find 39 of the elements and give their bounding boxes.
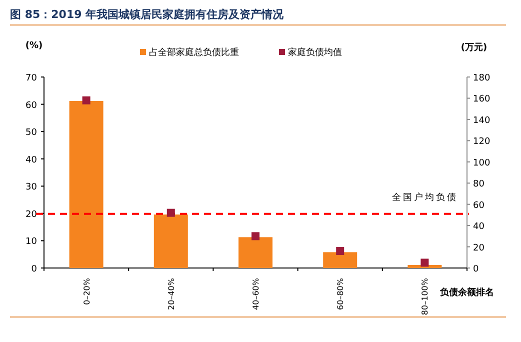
bar xyxy=(323,252,358,268)
x-tick-label: 0–20% xyxy=(82,278,92,305)
y2-axis-title: (万元) xyxy=(460,42,488,53)
y-tick-label: 70 xyxy=(26,74,38,84)
point xyxy=(336,247,344,256)
y2-tick-label: 40 xyxy=(473,222,485,232)
x-tick-label: 40–60% xyxy=(252,278,260,310)
x-axis-title: 负债余额排名 xyxy=(439,287,494,298)
x-tick-label: 80–100% xyxy=(420,278,430,316)
y-tick-label: 50 xyxy=(26,128,38,138)
point xyxy=(420,258,429,267)
x-tick-label: 20–40% xyxy=(166,278,176,310)
point xyxy=(252,232,260,240)
y-tick-label: 10 xyxy=(26,237,38,248)
point xyxy=(166,208,175,217)
y-tick-label: 40 xyxy=(26,155,38,166)
y-tick-label: 30 xyxy=(26,182,38,193)
y2-tick-label: 160 xyxy=(473,94,490,105)
y2-tick-label: 100 xyxy=(473,158,490,168)
bar xyxy=(69,101,104,268)
y2-tick-label: 140 xyxy=(473,116,490,126)
bar xyxy=(154,214,188,268)
bar xyxy=(238,237,272,268)
chart-title: 图 85：2019 年我国城镇居民家庭拥有住房及资产情况 xyxy=(10,8,285,21)
y-tick-label: 20 xyxy=(26,210,38,220)
ref-line-label: 全国户均负债 xyxy=(392,192,458,203)
y2-tick-label: 80 xyxy=(473,180,485,190)
y-axis-title: (%) xyxy=(25,41,43,51)
y2-tick-label: 60 xyxy=(473,200,485,211)
legend-label: 家庭负债均值 xyxy=(288,47,342,58)
point xyxy=(82,96,90,104)
y-tick-label: 60 xyxy=(26,100,38,111)
y2-tick-label: 120 xyxy=(473,137,490,148)
legend-label: 占全部家庭总负债比重 xyxy=(149,47,239,58)
x-tick-label: 60–80% xyxy=(336,278,346,310)
y2-tick-label: 180 xyxy=(473,74,490,84)
y2-tick-label: 20 xyxy=(473,243,485,254)
y-tick-label: 0 xyxy=(31,264,38,274)
y2-tick-label: 0 xyxy=(473,264,479,274)
